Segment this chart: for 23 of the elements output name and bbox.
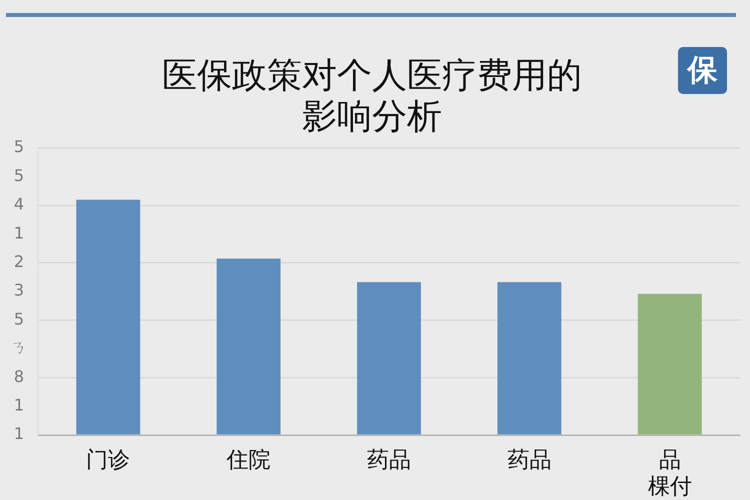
bar xyxy=(497,282,562,434)
x-tick-label: 药品 xyxy=(507,448,552,473)
text: 2 xyxy=(14,252,24,271)
text: 1 xyxy=(14,424,24,444)
x-tick-label: 药品 xyxy=(367,448,411,473)
chart-title: 医保政策对个人医疗费用的影响分析 xyxy=(161,56,583,138)
text: ㄋ xyxy=(11,338,27,358)
text: 5 xyxy=(14,166,24,185)
bar xyxy=(638,294,702,434)
text: 4 xyxy=(14,194,24,214)
text: 3 xyxy=(14,280,24,300)
bar xyxy=(216,258,281,434)
text: 5 xyxy=(14,137,24,156)
text: 1 xyxy=(14,223,24,242)
x-tick-label: 品棵付 xyxy=(648,448,692,500)
x-tick-label: 住院 xyxy=(226,448,271,473)
bar xyxy=(76,200,140,434)
text: 1 xyxy=(14,395,24,414)
badge: 保 xyxy=(678,47,727,94)
x-tick-label: 门诊 xyxy=(86,448,130,473)
bar xyxy=(357,282,421,434)
text: 5 xyxy=(14,309,24,328)
text: 8 xyxy=(14,366,24,386)
